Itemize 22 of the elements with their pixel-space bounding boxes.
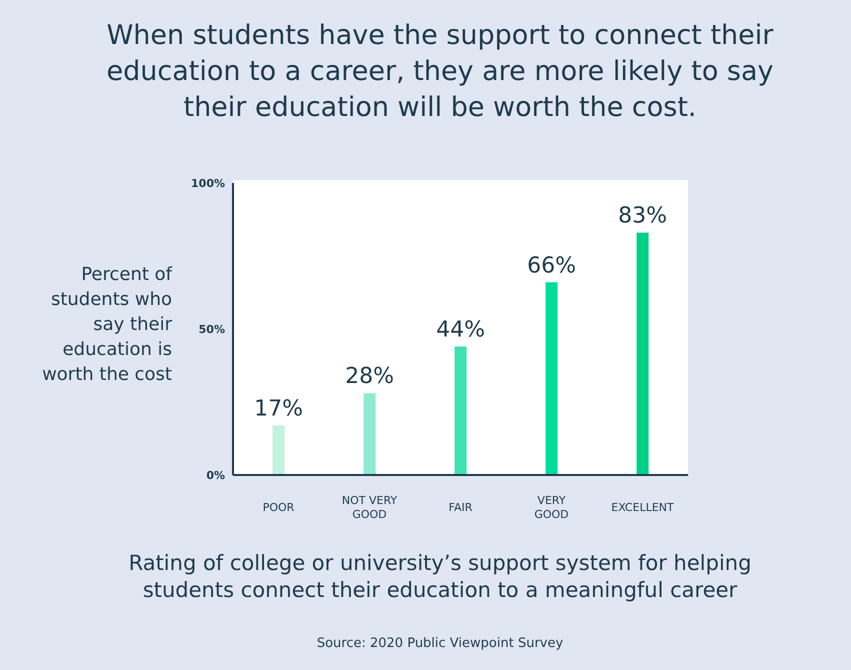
x-tick-label: EXCELLENT bbox=[611, 501, 674, 514]
x-tick-label: NOT VERY GOOD bbox=[342, 494, 398, 521]
source-note: Source: 2020 Public Viewpoint Survey bbox=[316, 636, 564, 651]
data-label: 28% bbox=[345, 364, 394, 390]
x-axis-title: Rating of college or university’s support system for helping students connect their education to a meaningful career bbox=[128, 550, 752, 604]
bar bbox=[272, 425, 285, 475]
y-axis-title: Percent of students who say their education is worth the cost bbox=[41, 263, 172, 387]
data-label: 17% bbox=[254, 396, 304, 422]
bar bbox=[546, 282, 558, 475]
y-tick-label: 50% bbox=[198, 322, 225, 336]
y-tick-label: 100% bbox=[191, 176, 225, 190]
data-label: 83% bbox=[618, 204, 668, 229]
bar bbox=[364, 393, 376, 475]
data-label: 66% bbox=[527, 253, 576, 278]
bar bbox=[636, 232, 649, 475]
x-tick-label: POOR bbox=[262, 501, 295, 514]
bar bbox=[454, 346, 467, 475]
x-tick-label: FAIR bbox=[448, 501, 473, 514]
data-label: 44% bbox=[436, 318, 486, 343]
x-tick-label: VERY GOOD bbox=[534, 494, 569, 521]
chart-title: When students have the support to connect their education to a career, they are more likely to say their education will be worth the cost. bbox=[105, 19, 775, 125]
y-tick-label: 0% bbox=[206, 468, 225, 482]
